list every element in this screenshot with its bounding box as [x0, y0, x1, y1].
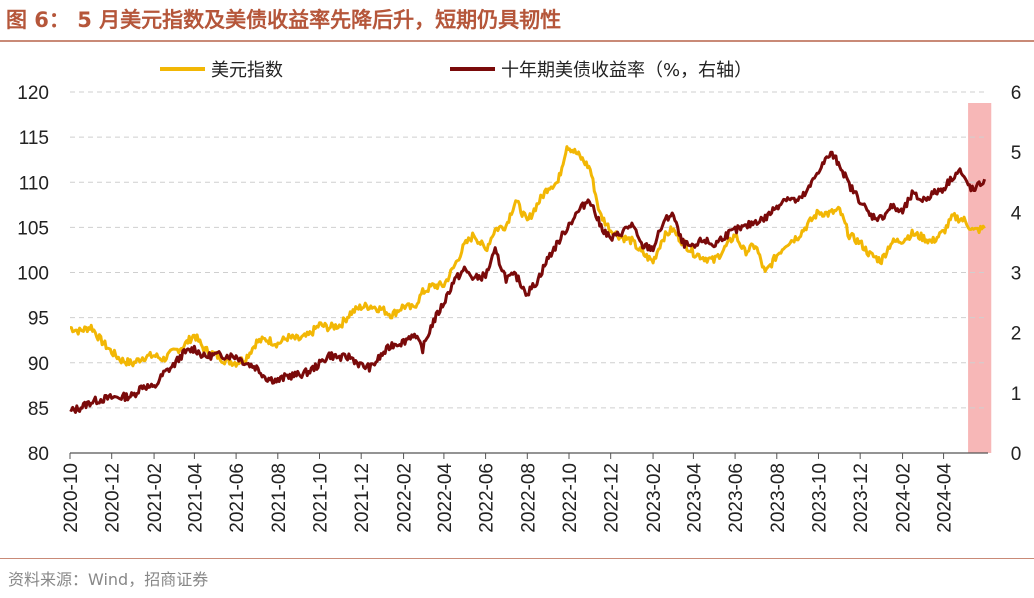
x-tick-label: 2021-02 [145, 463, 166, 533]
x-tick-label: 2020-12 [103, 463, 124, 533]
x-tick-label: 2022-12 [602, 463, 623, 533]
x-tick-label: 2021-12 [352, 463, 373, 533]
right-tick-label: 1 [1011, 384, 1022, 405]
right-tick-label: 6 [1011, 83, 1022, 104]
source-note: 资料来源：Wind，招商证券 [8, 570, 209, 589]
x-tick-label: 2022-02 [395, 463, 416, 533]
left-tick-label: 80 [28, 444, 49, 465]
right-tick-label: 5 [1011, 143, 1022, 164]
x-tick-label: 2021-06 [227, 463, 248, 533]
x-tick-label: 2023-04 [684, 463, 705, 533]
x-tick-label: 2023-06 [726, 463, 747, 533]
usd-index-line [69, 145, 986, 368]
left-tick-label: 90 [28, 354, 49, 375]
left-tick-label: 120 [17, 83, 49, 104]
highlight-band [968, 103, 992, 453]
grid-layer [70, 91, 988, 409]
x-tick-label: 2021-04 [185, 463, 206, 533]
x-tick-label: 2020-10 [61, 463, 82, 533]
x-tick-label: 2024-02 [894, 463, 915, 533]
right-tick-label: 4 [1011, 203, 1022, 224]
x-tick-label: 2024-04 [935, 463, 956, 533]
x-tick-label: 2022-06 [477, 463, 498, 533]
x-tick-label: 2022-08 [518, 463, 539, 533]
right-tick-label: 3 [1011, 264, 1022, 285]
x-tick-label: 2022-04 [435, 463, 456, 533]
right-tick-label: 2 [1011, 324, 1022, 345]
axis-layer: 80 85 90 95 100 105 110 115 120 0 1 2 3 4 5 6 2020-10 202… [17, 83, 1021, 533]
treasury-yield-line [69, 150, 987, 414]
legend-item-usd-label: 美元指数 [211, 60, 283, 81]
x-tick-label: 2023-02 [644, 463, 665, 533]
chart-title: 图 6： 5 月美元指数及美债收益率先降后升，短期仍具韧性 [6, 8, 562, 32]
left-tick-label: 110 [19, 173, 49, 194]
highlight-layer [968, 103, 992, 453]
x-tick-label: 2023-10 [809, 463, 830, 533]
right-tick-label: 0 [1011, 444, 1022, 465]
series-layer [69, 145, 987, 414]
left-tick-label: 95 [28, 309, 49, 330]
x-tick-label: 2022-10 [560, 463, 581, 533]
x-tick-label: 2021-08 [269, 463, 290, 533]
left-tick-label: 115 [19, 128, 49, 149]
chart-area: 80 85 90 95 100 105 110 115 120 0 1 2 3 4 5 6 2020-10 202… [17, 60, 1021, 533]
x-tick-label: 2023-08 [768, 463, 789, 533]
x-tick-label: 2021-10 [310, 463, 331, 533]
title-rule [0, 40, 1034, 42]
legend-item-yield-label: 十年期美债收益率（%，右轴） [501, 60, 752, 81]
left-tick-label: 85 [28, 399, 49, 420]
legend: 美元指数 十年期美债收益率（%，右轴） [160, 60, 752, 81]
x-tick-label: 2023-12 [851, 463, 872, 533]
left-tick-label: 105 [17, 218, 49, 239]
left-tick-label: 100 [17, 264, 49, 285]
source-rule [0, 558, 1034, 559]
